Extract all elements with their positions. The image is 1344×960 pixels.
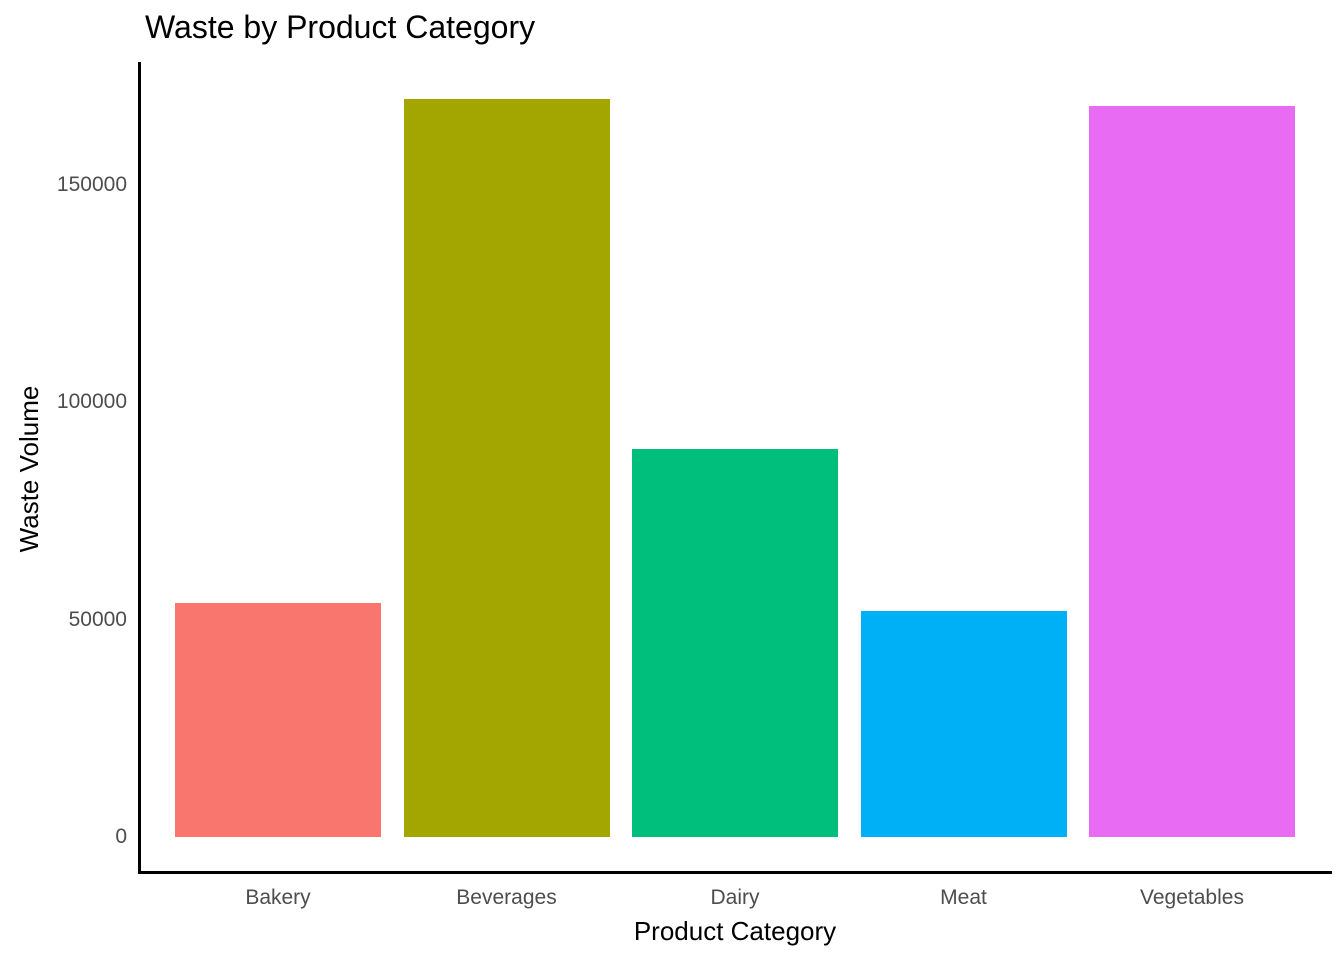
y-axis-title: Waste Volume [14, 385, 44, 553]
x-axis-line [138, 871, 1332, 874]
bar-meat [860, 610, 1067, 837]
bar-vegetables [1089, 105, 1295, 837]
y-axis-line [138, 62, 141, 874]
x-tick-label-beverages: Beverages [456, 886, 557, 909]
bar-bakery [175, 603, 381, 837]
y-tick-label-100000: 100000 [56, 390, 127, 414]
x-tick-label-vegetables: Vegetables [1140, 886, 1244, 909]
x-axis-title: Product Category [633, 916, 837, 946]
x-tick-label-meat: Meat [940, 886, 987, 909]
chart-title: Waste by Product Category [145, 9, 536, 45]
y-tick-label-150000: 150000 [56, 173, 127, 196]
y-tick-label-50000: 50000 [68, 607, 127, 631]
x-tick-label-bakery: Bakery [245, 886, 311, 909]
y-tick-label-0: 0 [115, 825, 127, 848]
x-tick-label-dairy: Dairy [710, 886, 760, 909]
bar-dairy [632, 448, 838, 837]
bar-beverages [403, 98, 610, 837]
